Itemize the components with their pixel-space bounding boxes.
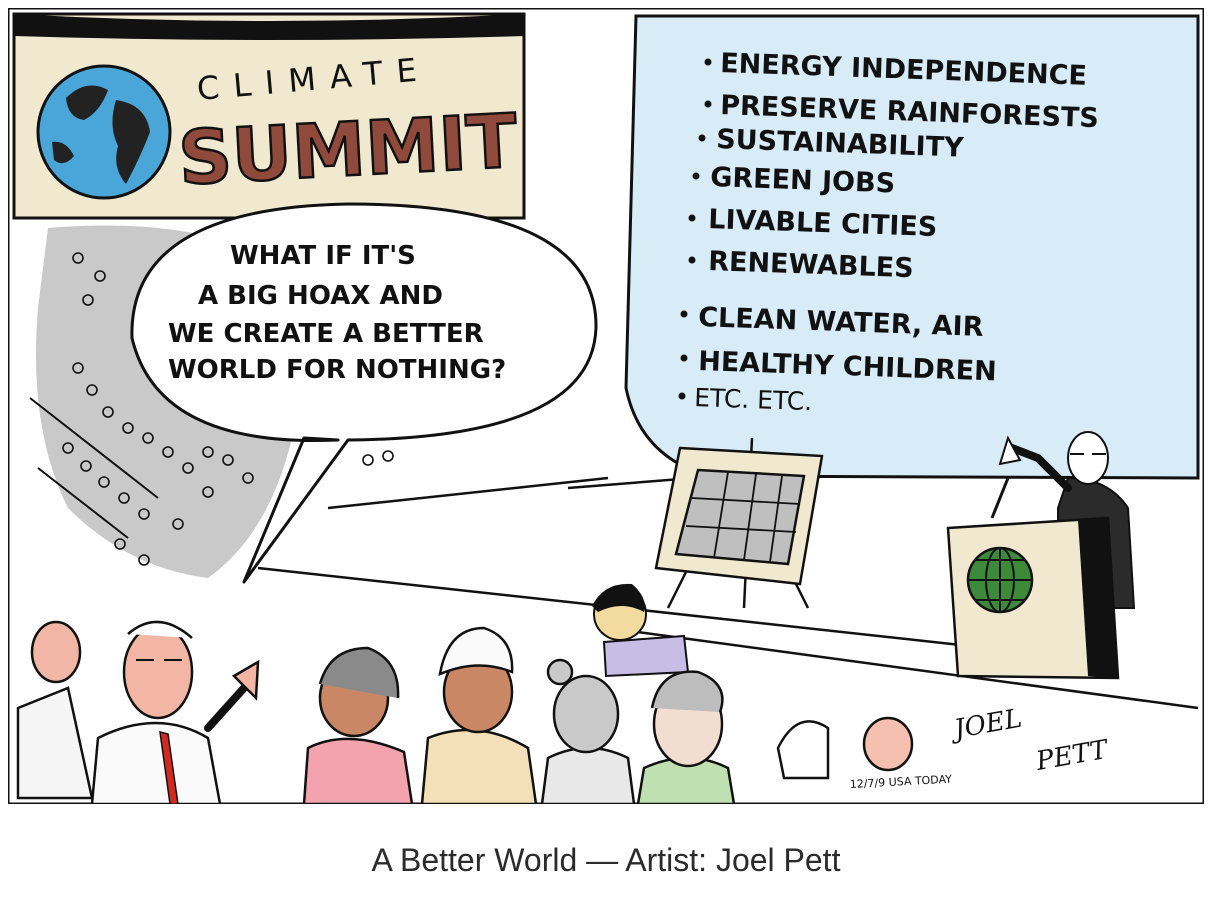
list-item: GREEN JOBS [710,162,896,199]
globe-icon [36,64,172,200]
bullet-dots [678,58,712,400]
easel [654,437,824,609]
speech-line: A BIG HOAX AND [198,281,443,311]
speech-bubble: WHAT IF IT'S A BIG HOAX AND WE CREATE A … [130,202,598,584]
list-item: ETC. ETC. [694,383,813,416]
speech-line: WORLD FOR NOTHING? [168,355,506,385]
banner-main-word: SUMMIT [176,98,519,202]
summit-banner: CLIMATE SUMMIT [12,12,526,220]
list-item: RENEWABLES [708,246,914,284]
speech-line: WHAT IF IT'S [230,241,416,271]
child-figure [592,583,690,678]
podium [946,477,1120,680]
screen-list: ENERGY INDEPENDENCE PRESERVE RAINFORESTS… [678,48,1099,416]
comic-caption: A Better World — Artist: Joel Pett [371,842,841,878]
podium-globe-icon [966,546,1034,614]
speech-line: WE CREATE A BETTER [168,319,484,349]
easel-grid-icon [685,471,801,563]
comic-panel: ENERGY INDEPENDENCE PRESERVE RAINFORESTS… [8,8,1204,804]
audience-foreground [16,620,914,804]
signature-date-source: 12/7/9 USA TODAY [849,773,952,791]
